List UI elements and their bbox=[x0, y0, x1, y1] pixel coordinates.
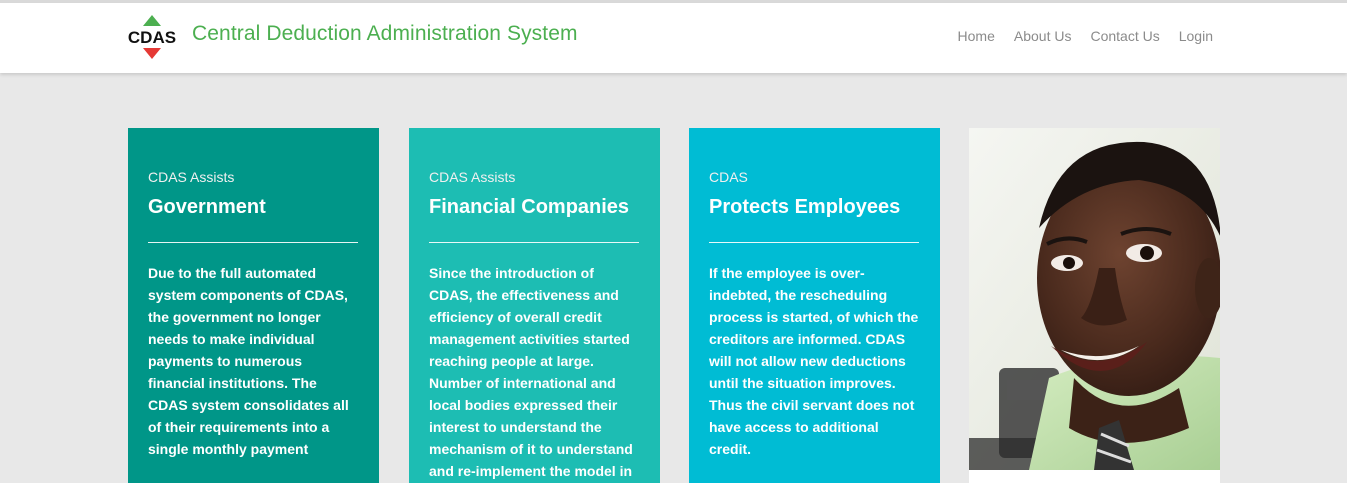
card-body: Due to the full automated system compone… bbox=[148, 265, 349, 457]
nav-about-link[interactable]: About Us bbox=[1013, 28, 1072, 44]
nav-contact-link[interactable]: Contact Us bbox=[1090, 28, 1160, 44]
card-government: CDAS Assists Government Due to the full … bbox=[128, 128, 379, 483]
site-title: Central Deduction Administration System bbox=[192, 22, 578, 45]
card-heading: Protects Employees bbox=[709, 196, 901, 218]
card-divider bbox=[429, 242, 639, 243]
logo-red-triangle-icon bbox=[143, 48, 161, 59]
top-border bbox=[0, 0, 1347, 3]
site-header: CDAS Central Deduction Administration Sy… bbox=[0, 3, 1347, 73]
card-kicker: CDAS bbox=[709, 169, 748, 185]
card-financial-companies: CDAS Assists Financial Companies Since t… bbox=[409, 128, 660, 483]
nav-home-link[interactable]: Home bbox=[957, 28, 995, 44]
nav-login-link[interactable]: Login bbox=[1178, 28, 1213, 44]
card-heading: Financial Companies bbox=[429, 196, 630, 218]
card-kicker: CDAS Assists bbox=[429, 169, 516, 185]
card-body: If the employee is over-indebted, the re… bbox=[709, 265, 919, 457]
card-divider bbox=[709, 242, 919, 243]
smiling-man-photo bbox=[969, 128, 1220, 470]
card-protects-employees: CDAS Protects Employees If the employee … bbox=[689, 128, 940, 483]
card-divider bbox=[148, 242, 358, 243]
card-kicker: CDAS Assists bbox=[148, 169, 235, 185]
card-heading: Government bbox=[148, 196, 266, 218]
cdas-logo[interactable]: CDAS bbox=[124, 13, 180, 61]
card-body: Since the introduction of CDAS, the effe… bbox=[429, 265, 633, 479]
logo-green-triangle-icon bbox=[143, 15, 161, 26]
logo-text: CDAS bbox=[128, 28, 176, 47]
photo-card-footer bbox=[969, 470, 1220, 483]
main-nav: Home About Us Contact Us Login bbox=[958, 28, 1213, 44]
